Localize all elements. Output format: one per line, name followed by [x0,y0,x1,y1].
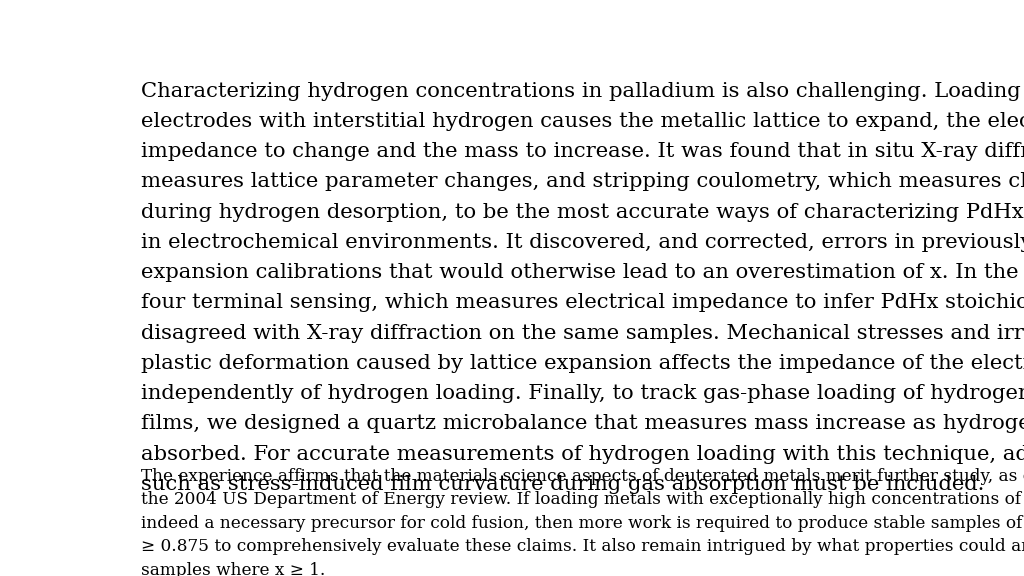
Text: Characterizing hydrogen concentrations in palladium is also challenging. Loading: Characterizing hydrogen concentrations i… [140,82,1024,494]
Text: The experience affirms that the materials science aspects of deuterated metals m: The experience affirms that the material… [140,468,1024,576]
